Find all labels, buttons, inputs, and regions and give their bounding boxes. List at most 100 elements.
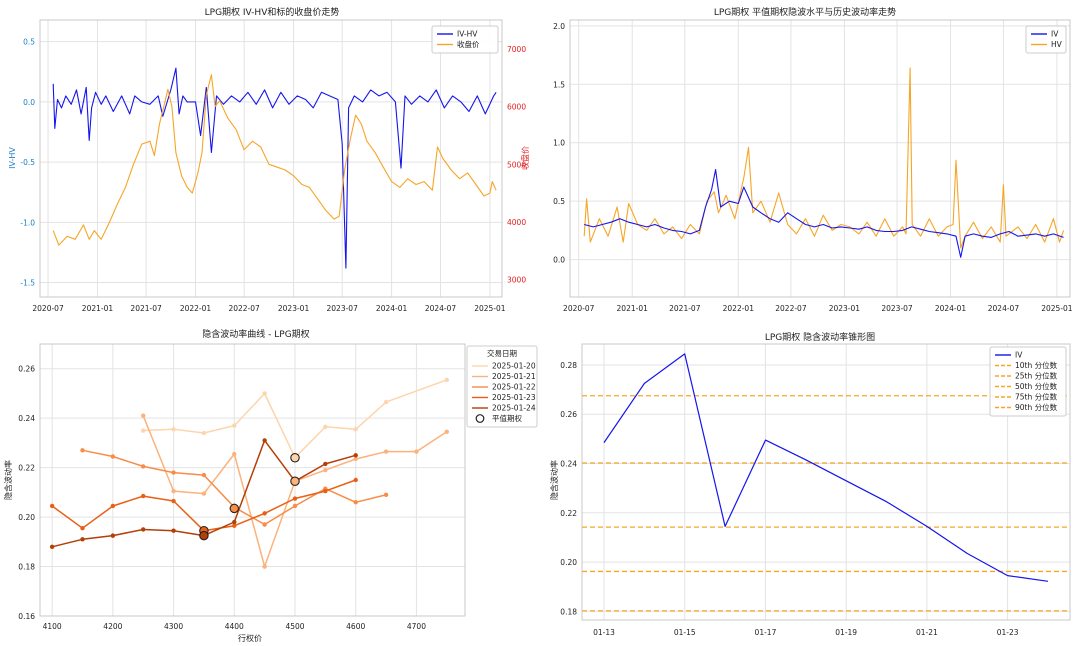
plot-frame [39, 19, 503, 298]
smile-point [292, 496, 298, 501]
legend-entry: IV-HV [457, 30, 478, 39]
legend-entry: 75th 分位数 [1015, 392, 1058, 402]
x-tick-label: 4600 [346, 622, 365, 631]
smile-point [353, 453, 358, 458]
smile-point [232, 523, 237, 528]
y-tick-label-left: -1.5 [20, 279, 35, 288]
smile-point [171, 470, 176, 475]
smile-point [141, 527, 146, 532]
smile-point [323, 488, 328, 494]
smile-point [232, 423, 237, 428]
legend-entry: IV [1051, 30, 1059, 39]
smile-point [80, 537, 85, 542]
legend-box [989, 346, 1067, 417]
atm-marker [290, 476, 300, 486]
smile-point [414, 449, 419, 454]
smile-line [51, 479, 356, 532]
smile-point [323, 424, 328, 430]
smile-point [232, 519, 237, 525]
x-tick-label: 2023-01 [278, 304, 310, 313]
x-tick-label: 2022-01 [723, 304, 755, 313]
y-tick-label: 0.22 [560, 509, 577, 518]
smile-point [110, 533, 116, 538]
y-axis-label-left: IV-HV [8, 147, 17, 169]
smile-line [143, 379, 448, 459]
x-tick-label: 2023-01 [829, 304, 861, 313]
smile-point [444, 429, 449, 434]
iv-line [603, 353, 1049, 582]
y-tick-label: 0.26 [18, 365, 35, 374]
atm-iv-hv-chart: LPG期权 平值期权隐波水平与历史波动率走势 0.0 0.5 1.0 1.5 2.0 20… [553, 6, 1073, 313]
smile-point [171, 427, 176, 432]
x-tick-label: 2025-01 [474, 304, 506, 313]
smile-point [201, 491, 207, 496]
smile-point [141, 493, 146, 499]
smile-point [353, 427, 358, 432]
y-tick-label: 0.24 [18, 414, 35, 423]
legend-entry: 2025-01-23 [492, 393, 536, 402]
y-tick-label-right: 6000 [507, 103, 526, 112]
legend-marker-atm [475, 414, 485, 423]
x-tick-label: 01-13 [593, 628, 615, 637]
x-tick-label: 4100 [43, 622, 62, 631]
legend-entry: 平值期权 [492, 413, 522, 423]
y-tick-label-left: -0.5 [20, 158, 35, 167]
legend-entry: 25th 分位数 [1015, 371, 1058, 381]
y-tick-label: 1.5 [553, 80, 565, 89]
x-tick-label: 2023-07 [881, 304, 913, 313]
iv-cone-chart: LPG期权 隐含波动率锥形图 隐含波动率 0.18 0.20 0.22 0.24 0.2… [549, 331, 1071, 637]
y-tick-label: 0.22 [18, 464, 35, 473]
smile-point [141, 428, 146, 433]
plot-frame [581, 343, 1071, 621]
x-tick-label: 01-19 [835, 628, 857, 637]
y-tick-label-right: 5000 [507, 160, 526, 169]
smile-point [262, 511, 267, 516]
y-tick-label: 0.26 [560, 410, 577, 419]
smile-point [232, 451, 237, 457]
legend-box [1025, 25, 1067, 54]
x-tick-label: 2024-07 [425, 304, 457, 313]
x-tick-label: 4700 [407, 622, 426, 631]
chart-title: LPG期权 IV-HV和标的收盘价走势 [205, 6, 340, 18]
y-tick-label-left: 0.0 [23, 98, 35, 107]
smile-point [110, 454, 116, 459]
x-tick-label: 2021-01 [617, 304, 649, 313]
x-tick-label: 2020-07 [32, 304, 64, 313]
chart-title: LPG期权 隐含波动率锥形图 [765, 331, 875, 343]
smile-point [141, 464, 146, 469]
atm-marker [199, 530, 209, 541]
x-tick-label: 01-17 [755, 628, 777, 637]
x-tick-label: 01-23 [997, 628, 1019, 637]
smile-point [201, 472, 207, 478]
plot-frame [569, 19, 1071, 298]
x-tick-label: 2022-07 [775, 304, 807, 313]
x-tick-label: 2024-01 [935, 304, 967, 313]
legend-entry: HV [1051, 40, 1063, 49]
x-tick-label: 2021-07 [669, 304, 701, 313]
smile-point [110, 503, 116, 509]
y-tick-label-left: -1.0 [20, 218, 35, 227]
chart-title: 隐含波动率曲线 - LPG期权 [202, 328, 309, 340]
smile-point [201, 430, 207, 436]
chart-title: LPG期权 平值期权隐波水平与历史波动率走势 [714, 6, 896, 18]
x-tick-label: 01-21 [916, 628, 938, 637]
smile-point [323, 461, 328, 467]
x-tick-label: 2024-07 [988, 304, 1020, 313]
y-axis-label: 隐含波动率 [549, 460, 559, 500]
x-tick-label: 01-15 [674, 628, 696, 637]
legend-entry: 2025-01-22 [492, 383, 536, 392]
x-tick-label: 2021-07 [130, 304, 162, 313]
x-tick-label: 4400 [225, 622, 244, 631]
smile-point [141, 413, 146, 418]
y-tick-label-left: 0.5 [23, 38, 35, 47]
y-axis-label-right: 收盘价 [520, 146, 530, 170]
legend-box [431, 25, 499, 54]
atm-marker [290, 452, 300, 463]
atm-marker [229, 503, 240, 514]
smile-point [383, 399, 389, 405]
smile-point [444, 377, 449, 383]
y-tick-label: 0.16 [18, 612, 35, 621]
smile-point [262, 564, 267, 569]
y-axis-label: 隐含波动率 [3, 460, 13, 500]
